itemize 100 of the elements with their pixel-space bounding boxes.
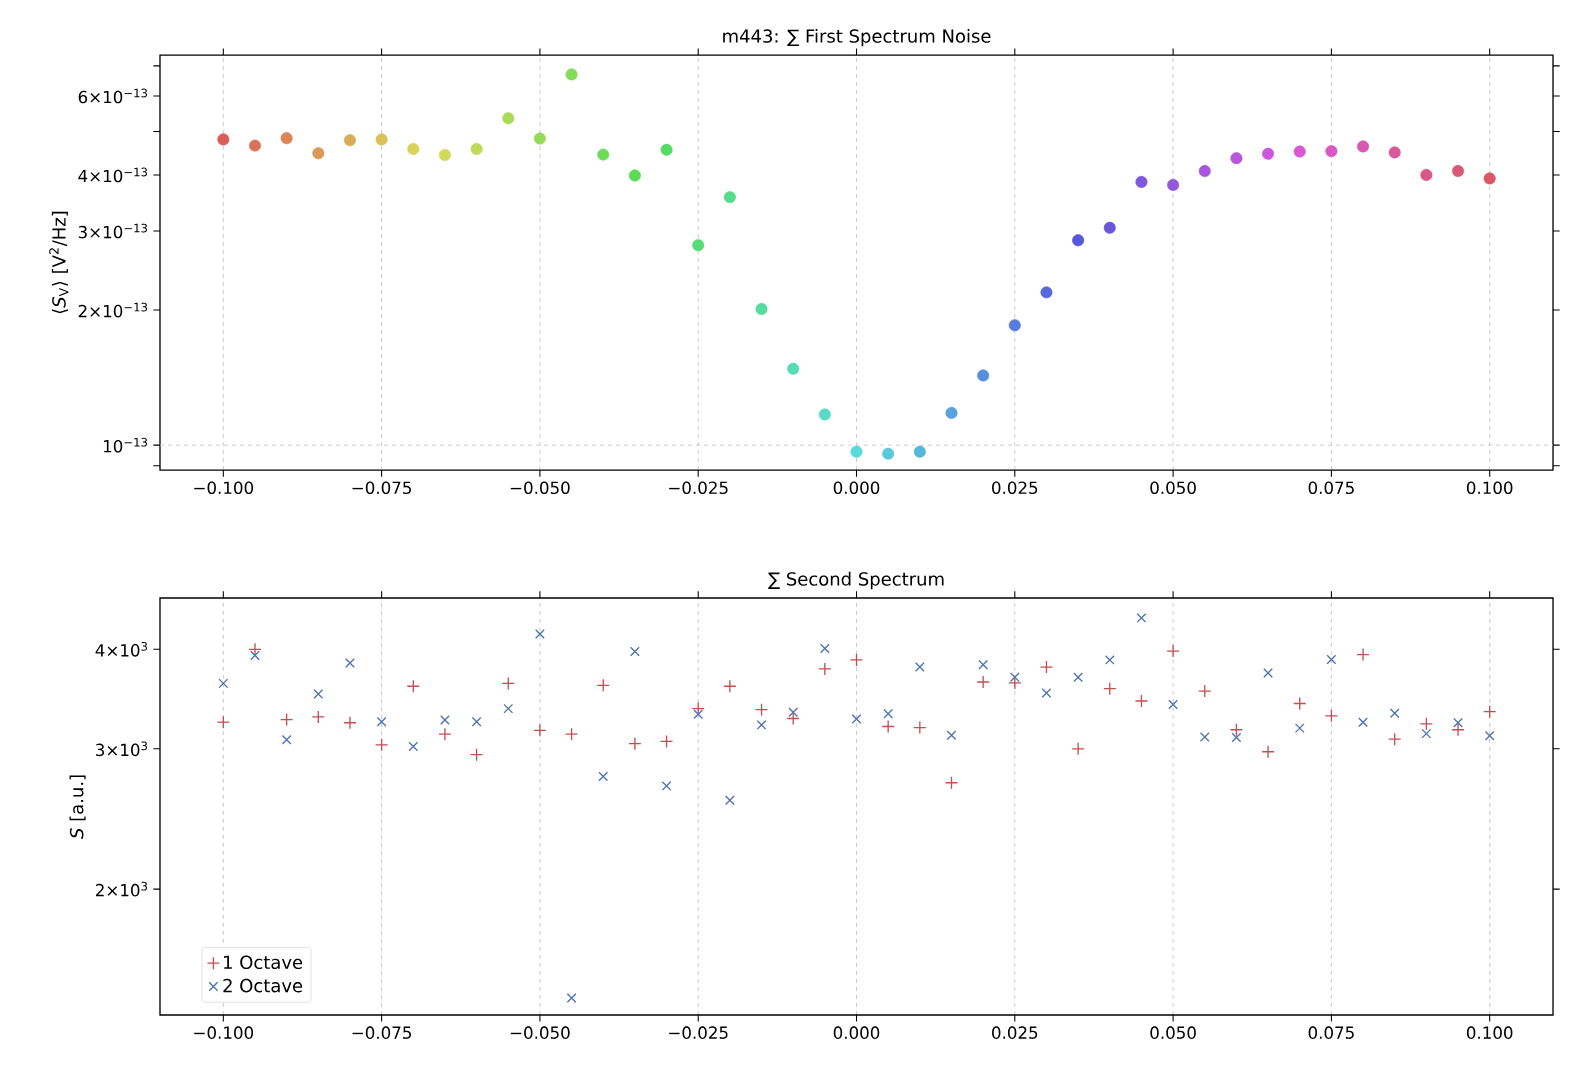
y-tick-label: 2×10$^{3}$ xyxy=(95,881,148,897)
point xyxy=(1230,152,1243,165)
y-tick-label: 4×10$^{3}$ xyxy=(95,641,148,657)
point xyxy=(1073,672,1084,683)
x-tick-label: 0.050 xyxy=(1150,481,1196,495)
point xyxy=(438,727,452,741)
point xyxy=(1168,699,1179,710)
x-tick-label: −0.050 xyxy=(510,481,570,495)
point xyxy=(978,659,989,670)
point xyxy=(312,147,325,160)
point xyxy=(1167,178,1180,191)
point xyxy=(1008,319,1021,332)
point xyxy=(659,734,674,749)
point xyxy=(1389,708,1400,719)
legend-label: 2 Octave xyxy=(223,978,303,993)
point xyxy=(1008,676,1022,690)
point xyxy=(1294,723,1305,734)
point xyxy=(629,646,640,657)
point xyxy=(913,445,926,458)
point xyxy=(565,68,578,81)
point xyxy=(597,148,610,161)
point xyxy=(470,142,483,155)
point xyxy=(818,662,832,676)
point xyxy=(787,362,800,375)
point xyxy=(1039,660,1054,674)
y-axis-title: S [a.u.] xyxy=(69,775,86,839)
point xyxy=(1136,612,1147,623)
point xyxy=(313,689,324,699)
x-tick-label: −0.075 xyxy=(352,481,411,495)
x-tick-label: 0.025 xyxy=(992,1026,1038,1039)
point xyxy=(469,747,484,762)
point xyxy=(755,303,768,316)
point xyxy=(1103,221,1116,234)
x-tick-label: 0.000 xyxy=(833,481,880,495)
point xyxy=(280,132,293,145)
point xyxy=(819,643,830,654)
x-tick-label: 0.000 xyxy=(833,1026,880,1039)
point xyxy=(914,662,925,672)
x-tick-label: 0.050 xyxy=(1150,1026,1196,1039)
point xyxy=(566,993,577,1003)
point xyxy=(406,679,420,693)
point xyxy=(281,734,292,745)
x-tick-label: −0.100 xyxy=(194,1026,254,1039)
point xyxy=(1198,684,1212,698)
y-tick-label: 3×10$^{3}$ xyxy=(96,741,148,757)
point xyxy=(660,143,673,156)
point xyxy=(376,716,387,727)
point xyxy=(533,723,547,737)
point xyxy=(756,719,767,730)
point xyxy=(343,134,356,147)
point xyxy=(596,678,610,692)
y-tick-label: 4×10$^{−13}$ xyxy=(78,167,148,183)
point xyxy=(1198,165,1211,178)
point xyxy=(724,795,735,806)
point xyxy=(1453,717,1463,728)
point xyxy=(754,702,769,717)
point xyxy=(818,408,831,421)
point xyxy=(1071,742,1085,756)
point xyxy=(374,738,389,752)
chart-title: ∑ Second Spectrum xyxy=(768,571,944,590)
point xyxy=(977,369,990,382)
point xyxy=(723,191,736,204)
point xyxy=(1452,165,1465,178)
point xyxy=(1261,745,1275,759)
x-tick-label: 0.100 xyxy=(1466,1026,1513,1039)
point xyxy=(1357,140,1370,153)
point xyxy=(850,445,863,458)
chart-title: m443: ∑ First Spectrum Noise xyxy=(723,28,991,47)
point xyxy=(1326,654,1337,665)
point xyxy=(502,112,515,125)
y-tick-label: 6×10$^{−13}$ xyxy=(78,88,148,104)
point xyxy=(408,741,419,752)
point xyxy=(1388,732,1402,746)
point xyxy=(628,737,642,751)
point xyxy=(564,727,579,741)
point xyxy=(218,678,229,689)
y-tick-label: 3×10$^{−13}$ xyxy=(78,223,148,239)
point xyxy=(1041,688,1052,698)
point xyxy=(1103,681,1117,696)
x-tick-label: −0.050 xyxy=(510,1026,570,1039)
point xyxy=(1135,175,1148,188)
point xyxy=(248,139,261,152)
point xyxy=(535,629,545,639)
point xyxy=(693,709,704,720)
point xyxy=(1293,145,1306,158)
point xyxy=(1419,717,1434,731)
point xyxy=(661,781,672,791)
point xyxy=(1420,168,1433,181)
point xyxy=(343,716,357,730)
x-tick-label: 0.025 xyxy=(992,481,1038,495)
point xyxy=(250,650,260,661)
point xyxy=(976,675,990,689)
point xyxy=(598,771,609,782)
point xyxy=(788,707,799,718)
point xyxy=(501,676,515,691)
point xyxy=(1134,694,1149,708)
legend-label: 1 Octave xyxy=(224,955,303,970)
y-tick-label: 2×10$^{−13}$ xyxy=(78,302,148,318)
point xyxy=(1483,172,1496,185)
point xyxy=(345,658,355,668)
